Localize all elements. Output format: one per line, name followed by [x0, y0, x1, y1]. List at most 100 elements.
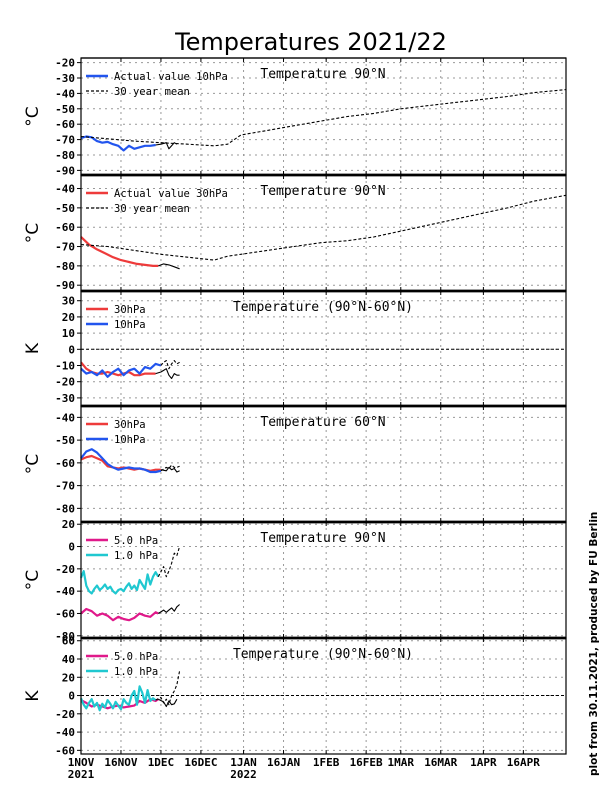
- y-tick-label: -70: [55, 480, 75, 493]
- x-tick-label: 16DEC: [184, 756, 217, 769]
- chart-panel-4: -80 -70 -60 -50 -40 30hPa 10hPa Temperature 60°…: [23, 404, 567, 523]
- y-tick-label: -20: [55, 376, 75, 389]
- legend-label: 30 year mean: [114, 86, 190, 98]
- y-axis-label: K: [23, 342, 43, 354]
- series-line-10hpa-forecast: [155, 142, 178, 150]
- y-tick-label: -40: [55, 585, 75, 598]
- y-tick-label: 20: [62, 671, 75, 684]
- credit-text: plot from 30.11.2021, produced by FU Ber…: [588, 512, 600, 776]
- x-tick-label: 16NOV: [104, 756, 137, 769]
- y-tick-label: -20: [55, 57, 75, 70]
- series-line-5-0-hpa-forecast: [158, 698, 178, 708]
- series-line-1-0-hpa: [79, 685, 157, 712]
- chart-panel-6: -60 -40 -20 0 20 40 60 5.0 hPa 1.0 hPa Temperatur…: [23, 635, 567, 757]
- series-line-30hpa-forecast: [158, 263, 180, 270]
- legend-label: 1.0 hPa: [114, 550, 158, 562]
- legend-label: 5.0 hPa: [114, 651, 158, 663]
- y-tick-label: -50: [55, 103, 75, 116]
- y-tick-label: -90: [55, 164, 75, 177]
- y-tick-label: -80: [55, 260, 75, 273]
- y-tick-label: -50: [55, 434, 75, 447]
- series-line-30-year-mean: [80, 194, 567, 261]
- series-line-1-0-hpa-forecast: [157, 546, 181, 578]
- y-tick-label: -60: [55, 607, 75, 620]
- x-tick-label: 1APR: [470, 756, 497, 769]
- y-tick-label: 30: [62, 295, 75, 308]
- y-tick-label: -30: [55, 72, 75, 85]
- y-axis-label: °C: [23, 223, 43, 243]
- panels-group: -90 -80 -70 -60 -50 -40 -30 -20 Actual value 10h…: [23, 57, 567, 781]
- panel-title: Temperature 90°N: [260, 531, 385, 546]
- x-tick-label: 16APR: [507, 756, 540, 769]
- chart-panel-3: -30 -20 -10 0 10 20 30 30hPa 10hPa Temperature (9…: [23, 289, 567, 407]
- y-tick-label: -20: [55, 563, 75, 576]
- legend-label: Actual value 10hPa: [114, 71, 228, 83]
- y-tick-label: -40: [55, 183, 75, 196]
- y-tick-label: 40: [62, 653, 75, 666]
- y-axis-label: °C: [23, 106, 43, 126]
- series-line-10hpa: [80, 448, 162, 474]
- y-tick-label: 20: [62, 518, 75, 531]
- y-tick-label: -20: [55, 708, 75, 721]
- x-tick-label: 16JAN: [267, 756, 300, 769]
- y-tick-label: -80: [55, 630, 75, 643]
- y-tick-label: -40: [55, 411, 75, 424]
- y-tick-label: -60: [55, 118, 75, 131]
- y-tick-label: -60: [55, 457, 75, 470]
- legend-label: 30 year mean: [114, 203, 190, 215]
- y-tick-label: -80: [55, 149, 75, 162]
- y-tick-label: -50: [55, 202, 75, 215]
- series-line-1-0-hpa-forecast: [155, 670, 181, 706]
- x-tick-label: 1JAN: [230, 756, 257, 769]
- x-tick-sublabel: 2022: [230, 768, 257, 781]
- legend-label: 30hPa: [114, 304, 146, 316]
- y-axis-label: K: [23, 690, 43, 702]
- x-tick-label: 1DEC: [148, 756, 175, 769]
- panel-title: Temperature (90°N-60°N): [233, 647, 413, 662]
- panel-title: Temperature 90°N: [260, 67, 385, 82]
- legend-label: 5.0 hPa: [114, 535, 158, 547]
- x-tick-label: 1NOV: [68, 756, 95, 769]
- y-axis-label: °C: [23, 454, 43, 474]
- figure-title: Temperatures 2021/22: [174, 28, 447, 56]
- series-line-10hpa-forecast: [160, 464, 180, 472]
- legend-label: 1.0 hPa: [114, 666, 158, 678]
- y-axis-label: °C: [23, 570, 43, 590]
- chart-panel-2: -90 -80 -70 -60 -50 -40 Actual value 30hPa 30 y…: [23, 173, 567, 292]
- legend-label: 30hPa: [114, 419, 146, 431]
- x-tick-sublabel: 2021: [68, 768, 95, 781]
- y-tick-label: 20: [62, 311, 75, 324]
- x-tick-label: 16FEB: [350, 756, 383, 769]
- legend-label: 10hPa: [114, 434, 146, 446]
- chart-panel-5: -80 -60 -40 -20 0 20 5.0 hPa 1.0 hPa Temperature…: [23, 518, 567, 643]
- x-tick-label: 1MAR: [388, 756, 415, 769]
- y-tick-label: -30: [55, 392, 75, 405]
- y-tick-label: -70: [55, 241, 75, 254]
- x-tick-label: 16MAR: [424, 756, 457, 769]
- y-tick-label: -70: [55, 134, 75, 147]
- panel-title: Temperature 60°N: [260, 415, 385, 430]
- y-tick-label: -90: [55, 279, 75, 292]
- panel-title: Temperature (90°N-60°N): [233, 300, 413, 315]
- series-line-30hpa-forecast: [155, 368, 180, 380]
- panel-title: Temperature 90°N: [260, 184, 385, 199]
- y-tick-label: 60: [62, 635, 75, 648]
- chart-panel-1: -90 -80 -70 -60 -50 -40 -30 -20 Actual value 10h…: [23, 57, 567, 177]
- y-tick-label: -60: [55, 744, 75, 757]
- series-line-actual-value-30hpa: [80, 236, 159, 267]
- series-line-actual-value-10hpa: [80, 135, 156, 152]
- y-tick-label: -40: [55, 87, 75, 100]
- series-line-30hpa-forecast: [160, 466, 180, 473]
- y-tick-label: -60: [55, 221, 75, 234]
- y-tick-label: 0: [68, 690, 75, 703]
- series-line-1-0-hpa: [79, 569, 160, 595]
- series-line-10hpa-forecast: [160, 360, 180, 370]
- y-tick-label: 10: [62, 327, 75, 340]
- y-tick-label: -80: [55, 502, 75, 515]
- legend-label: Actual value 30hPa: [114, 188, 228, 200]
- y-tick-label: 0: [68, 541, 75, 554]
- y-tick-label: -10: [55, 360, 75, 373]
- y-tick-label: -40: [55, 726, 75, 739]
